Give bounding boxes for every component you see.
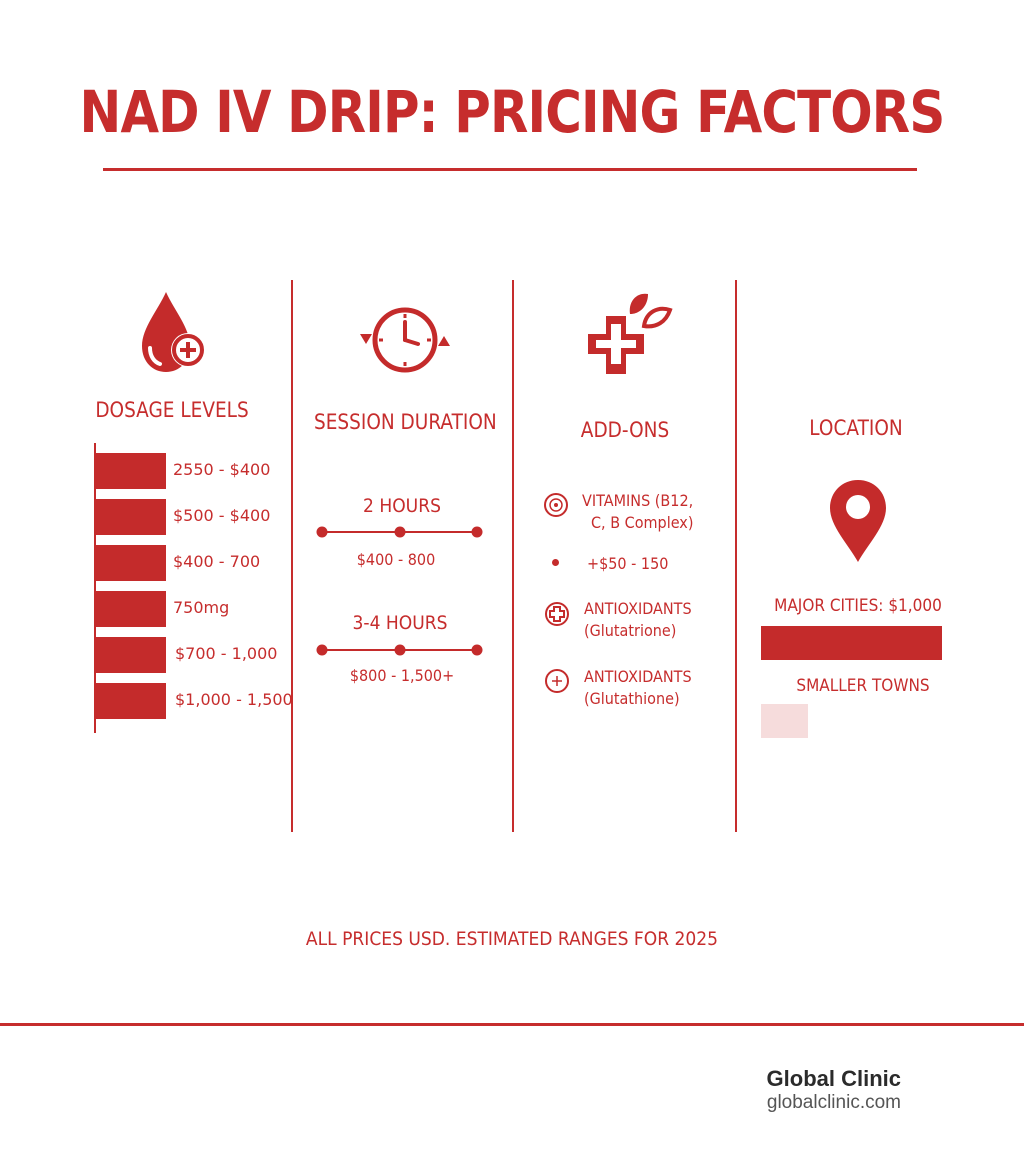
duration-option-price: $400 - 800 xyxy=(356,550,436,569)
page-title: NAD IV DRIP: PRICING FACTORS xyxy=(79,78,946,146)
duration-option-label: 3-4 HOURS xyxy=(352,612,448,634)
location-small-label: SMALLER TOWNS xyxy=(796,676,930,696)
column-divider xyxy=(512,280,514,832)
dosage-tier-bar xyxy=(96,545,166,581)
dosage-tier-bar xyxy=(96,499,166,535)
price-disclaimer: ALL PRICES USD. ESTIMATED RANGES FOR 202… xyxy=(305,928,719,950)
dosage-tier-bar xyxy=(96,591,166,627)
dosage-tier-label: $700 - 1,000 xyxy=(175,644,278,663)
brand-url[interactable]: globalclinic.com xyxy=(766,1092,901,1113)
duration-option-price: $800 - 1,500+ xyxy=(349,666,455,685)
map-pin-icon xyxy=(830,480,886,562)
addon-item-title: VITAMINS (B12, xyxy=(582,491,694,510)
title-underline xyxy=(103,168,917,171)
addon-item-detail: (Glutatrione) xyxy=(584,621,677,640)
bullet-dot xyxy=(552,559,559,566)
addon-item: ANTIOXIDANTS (Glutatrione) xyxy=(584,598,692,642)
duration-timeline xyxy=(316,644,483,656)
brand-name: Global Clinic xyxy=(766,1066,901,1091)
addon-item: VITAMINS (B12, C, B Complex) xyxy=(582,490,693,534)
dosage-axis xyxy=(94,443,96,733)
cross-gear-icon xyxy=(545,602,569,626)
dosage-tier-bar xyxy=(96,453,166,489)
duration-heading: SESSION DURATION xyxy=(314,410,497,434)
addon-price: +$50 - 150 xyxy=(587,554,669,573)
clock-refresh-icon xyxy=(360,307,450,373)
addons-heading: ADD-ONS xyxy=(580,418,670,442)
addon-item-detail: C, B Complex) xyxy=(591,513,694,532)
location-major-bar xyxy=(761,626,942,660)
dosage-tier-label: $400 - 700 xyxy=(173,552,261,571)
addon-item: ANTIOXIDANTS (Glutathione) xyxy=(584,666,692,710)
vitamin-icon xyxy=(544,493,568,517)
column-divider xyxy=(291,280,293,832)
dosage-tier-bar xyxy=(96,637,166,673)
addon-item-title: ANTIOXIDANTS xyxy=(584,667,692,686)
blood-drop-plus-icon xyxy=(142,292,205,372)
dosage-heading: DOSAGE LEVELS xyxy=(95,398,249,422)
location-heading: LOCATION xyxy=(809,416,903,440)
dosage-tier-label: $1,000 - 1,500 xyxy=(175,690,293,709)
medical-cross-leaf-icon xyxy=(588,293,673,374)
duration-option-label: 2 HOURS xyxy=(363,495,441,517)
leaf-circle-icon xyxy=(545,669,569,693)
location-small-bar xyxy=(761,704,808,738)
dosage-tier-label: $500 - $400 xyxy=(173,506,271,525)
location-major-label: MAJOR CITIES: $1,000 xyxy=(774,596,942,616)
dosage-tier-label: 2550 - $400 xyxy=(173,460,271,479)
dosage-tier-bar xyxy=(96,683,166,719)
addon-item-title: ANTIOXIDANTS xyxy=(584,599,692,618)
brand-block: Global Clinic globalclinic.com xyxy=(767,1066,901,1114)
addon-item-detail: (Glutathione) xyxy=(584,689,680,708)
duration-timeline xyxy=(316,526,483,538)
footer-divider xyxy=(0,1023,1024,1026)
dosage-tier-label: 750mg xyxy=(173,598,230,617)
column-divider xyxy=(735,280,737,832)
